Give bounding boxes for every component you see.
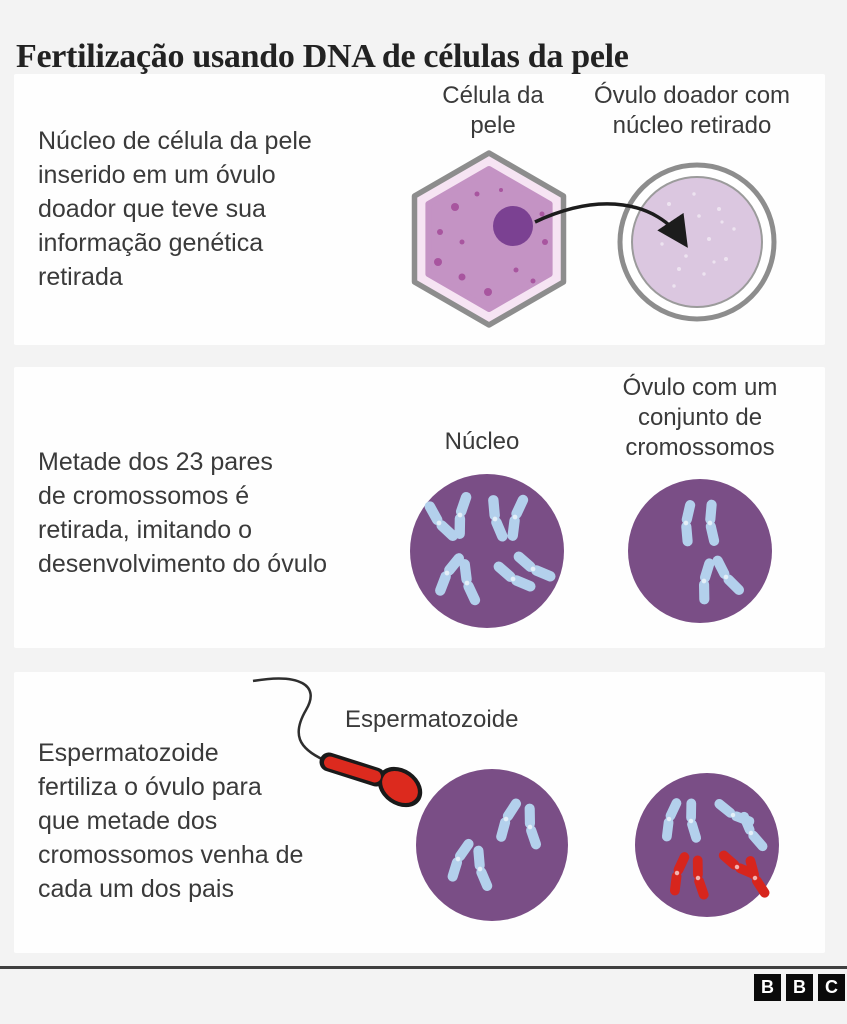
page-title: Fertilização usando DNA de células da pe… [16,37,629,75]
step-3-panel: Espermatozoide fertiliza o óvulo para qu… [14,672,825,953]
step-3-illustration [252,677,779,921]
transfer-arrow [534,202,688,248]
step-1-description: Núcleo de célula da pele inserido em um … [38,127,312,291]
donor-egg-label: Óvulo doador com núcleo retirado [593,82,791,139]
step-2-panel: Metade dos 23 pares de cromossomos é ret… [14,367,825,648]
cell-nucleus [493,206,533,246]
egg-both-parents-figure [635,773,779,917]
donor-egg-figure [617,162,777,322]
bbc-logo-block-1: B [754,974,781,1001]
egg-chromosome-set-label: Óvulo com um conjunto de cromossomos [622,374,778,461]
egg-single-set-figure [628,479,772,623]
sperm-cell-figure [252,677,423,808]
step-2-illustration [410,474,772,628]
skin-cell-figure [411,150,567,328]
nucleus-label: Núcleo [444,428,520,455]
nucleus-figure [410,474,564,628]
sperm-head [382,770,418,804]
skin-cell-label: Célula da pele [442,82,544,139]
step-2-description: Metade dos 23 pares de cromossomos é ret… [38,448,328,578]
step-3-description: Espermatozoide fertiliza o óvulo para qu… [38,739,304,903]
step-1-illustration [411,150,777,328]
sperm-label: Espermatozoide [345,706,519,733]
bbc-logo-block-2: B [786,974,813,1001]
cytoplasm-dots [434,188,548,296]
bbc-logo-block-3: C [818,974,845,1001]
bbc-logo: B B C [754,974,845,1001]
sperm-tail [252,677,325,762]
footer-divider [0,966,847,969]
egg-maternal-figure [416,769,568,921]
step-1-panel: Núcleo de célula da pele inserido em um … [14,74,825,345]
